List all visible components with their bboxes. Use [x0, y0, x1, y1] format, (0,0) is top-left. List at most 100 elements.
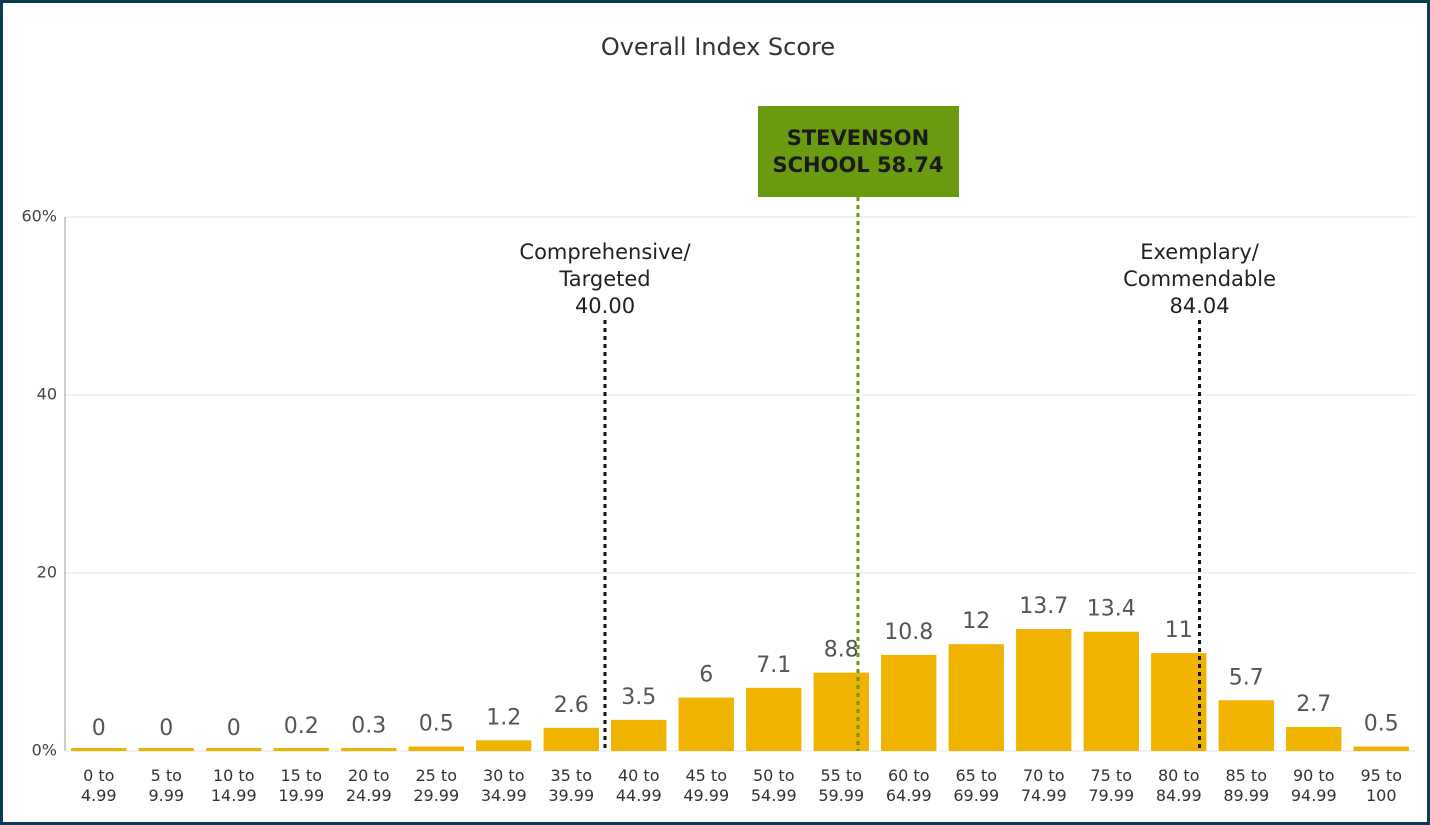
x-tick-line: 30 to [483, 766, 525, 785]
x-tick-line: 40 to [618, 766, 660, 785]
bar [1353, 746, 1409, 751]
x-tick-line: 64.99 [886, 786, 932, 805]
value-label: 2.6 [554, 693, 589, 718]
x-tick-line: 34.99 [481, 786, 527, 805]
annotation-text: Comprehensive/ [519, 240, 691, 264]
x-tick-line: 5 to [151, 766, 182, 785]
x-tick-line: 55 to [820, 766, 862, 785]
value-label: 2.7 [1296, 692, 1331, 717]
bar [1286, 726, 1342, 751]
value-label: 5.7 [1229, 665, 1264, 690]
x-tick-line: 90 to [1293, 766, 1335, 785]
x-tick-label: 95 to 100 [1360, 766, 1402, 805]
x-tick-label: 85 to 89.99 [1223, 766, 1269, 805]
x-tick-label: 70 to 74.99 [1021, 766, 1067, 805]
x-tick-label: 20 to 24.99 [346, 766, 392, 805]
bar [948, 644, 1004, 751]
value-label: 3.5 [621, 685, 656, 710]
bar [408, 746, 464, 751]
x-tick-line: 84.99 [1156, 786, 1202, 805]
x-tick-label: 25 to 29.99 [413, 766, 459, 805]
value-label: 0.5 [419, 712, 454, 737]
value-label: 0 [227, 716, 241, 741]
x-tick-line: 29.99 [413, 786, 459, 805]
x-tick-line: 85 to [1225, 766, 1267, 785]
chart-title: Overall Index Score [601, 33, 835, 61]
x-tick-line: 24.99 [346, 786, 392, 805]
bar [71, 748, 127, 751]
y-tick-label: 40 [37, 385, 57, 404]
value-label: 0.2 [284, 714, 319, 739]
annotation-text: Commendable [1123, 267, 1276, 291]
annotation-text: Targeted [558, 267, 650, 291]
x-tick-line: 0 to [83, 766, 114, 785]
value-label: 0 [159, 716, 173, 741]
x-tick-label: 30 to 34.99 [481, 766, 527, 805]
x-tick-line: 20 to [348, 766, 390, 785]
x-tick-line: 50 to [753, 766, 795, 785]
x-tick-line: 19.99 [278, 786, 324, 805]
x-tick-label: 90 to 94.99 [1291, 766, 1337, 805]
value-label: 0 [92, 716, 106, 741]
value-label: 13.7 [1019, 594, 1068, 619]
y-tick-label: 0% [32, 741, 57, 760]
annotation-text: SCHOOL 58.74 [773, 153, 944, 177]
x-tick-line: 74.99 [1021, 786, 1067, 805]
x-tick-line: 10 to [213, 766, 255, 785]
x-tick-line: 15 to [280, 766, 322, 785]
x-tick-line: 54.99 [751, 786, 797, 805]
value-label: 12 [962, 609, 990, 634]
x-tick-line: 89.99 [1223, 786, 1269, 805]
annotation-text: Exemplary/ [1140, 240, 1260, 264]
bar [1151, 653, 1207, 751]
x-tick-label: 50 to 54.99 [751, 766, 797, 805]
x-tick-line: 9.99 [148, 786, 184, 805]
value-label: 0.5 [1364, 712, 1399, 737]
value-label: 11 [1165, 618, 1193, 643]
annotation-value: 84.04 [1169, 294, 1229, 318]
x-tick-line: 59.99 [818, 786, 864, 805]
value-label: 8.8 [824, 638, 859, 663]
value-label: 1.2 [486, 705, 521, 730]
x-tick-label: 60 to 64.99 [886, 766, 932, 805]
x-tick-label: 40 to 44.99 [616, 766, 662, 805]
bar [881, 654, 937, 751]
x-tick-line: 60 to [888, 766, 930, 785]
bar [1016, 629, 1072, 751]
x-tick-label: 45 to 49.99 [683, 766, 729, 805]
value-label: 13.4 [1087, 597, 1136, 622]
x-tick-label: 35 to 39.99 [548, 766, 594, 805]
bar [678, 697, 734, 751]
x-tick-line: 100 [1366, 786, 1397, 805]
x-tick-line: 95 to [1360, 766, 1402, 785]
value-label: 10.8 [884, 620, 933, 645]
x-tick-label: 10 to 14.99 [211, 766, 257, 805]
x-tick-line: 69.99 [953, 786, 999, 805]
y-tick-label: 20 [37, 563, 57, 582]
x-tick-line: 25 to [415, 766, 457, 785]
bar [1083, 631, 1139, 751]
x-tick-label: 65 to 69.99 [953, 766, 999, 805]
x-tick-line: 44.99 [616, 786, 662, 805]
x-tick-line: 79.99 [1088, 786, 1134, 805]
bar [611, 719, 667, 751]
x-tick-label: 55 to 59.99 [818, 766, 864, 805]
x-tick-label: 15 to 19.99 [278, 766, 324, 805]
bar [138, 748, 194, 751]
bar [813, 672, 869, 751]
x-tick-line: 4.99 [81, 786, 117, 805]
bar [476, 740, 532, 751]
bar [1218, 700, 1274, 751]
bar [746, 687, 802, 751]
value-label: 7.1 [756, 653, 791, 678]
annotation-value: 40.00 [575, 294, 635, 318]
x-tick-label: 80 to 84.99 [1156, 766, 1202, 805]
x-tick-line: 14.99 [211, 786, 257, 805]
bar [273, 748, 329, 751]
x-tick-label: 5 to 9.99 [148, 766, 184, 805]
x-tick-line: 80 to [1158, 766, 1200, 785]
x-tick-line: 49.99 [683, 786, 729, 805]
y-tick-label: 60% [21, 207, 57, 226]
